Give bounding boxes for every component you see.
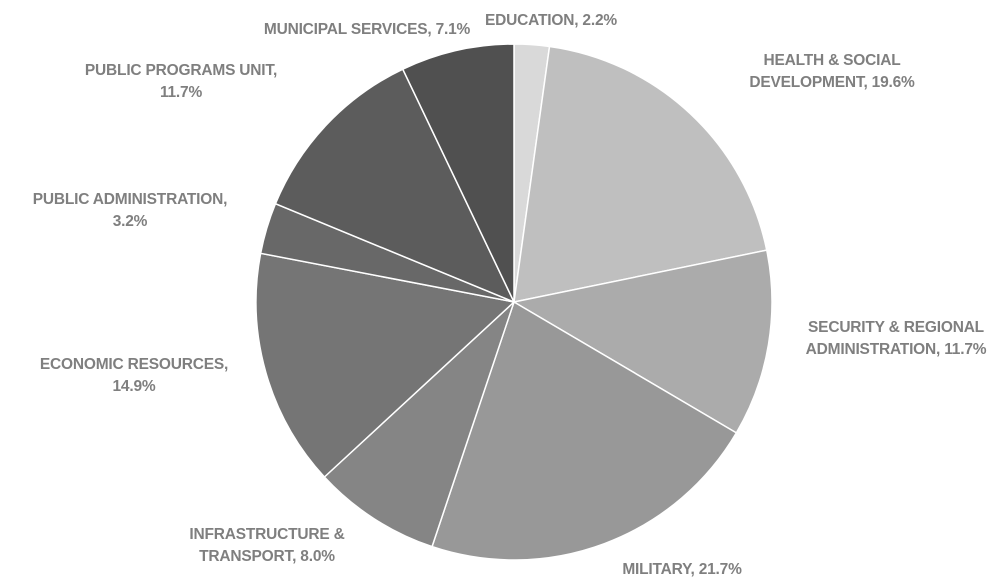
data-label-line: 11.7%	[160, 84, 203, 101]
pie-slice-economic-resources	[255, 252, 516, 479]
data-label-economic-resources: ECONOMIC RESOURCES, 14.9%	[40, 356, 228, 395]
data-label-line: INFRASTRUCTURE &	[189, 526, 344, 543]
pie-slice-military	[431, 300, 738, 561]
data-label-infrastructure-transport: INFRASTRUCTURE & TRANSPORT, 8.0%	[189, 526, 344, 565]
data-label-line: 14.9%	[113, 378, 156, 395]
pie-slice-public-programs-unit	[274, 68, 516, 304]
pie-slice-infrastructure-transport	[323, 301, 515, 548]
data-label-line: ECONOMIC RESOURCES,	[40, 356, 228, 373]
data-label-line: SECURITY & REGIONAL	[808, 319, 984, 336]
data-label-line: ADMINISTRATION, 11.7%	[806, 341, 987, 358]
pie-labels: EDUCATION, 2.2% HEALTH & SOCIAL DEVELOPMEN…	[33, 12, 987, 578]
pie-slices	[255, 43, 773, 561]
pie-slice-municipal-services	[401, 43, 515, 303]
pie-slice-security-regional-administration	[511, 249, 773, 434]
data-label-line: DEVELOPMENT, 19.6%	[749, 74, 915, 91]
data-label-line: MUNICIPAL SERVICES, 7.1%	[264, 21, 471, 38]
data-label-public-programs-unit: PUBLIC PROGRAMS UNIT, 11.7%	[85, 62, 277, 101]
data-label-public-administration: PUBLIC ADMINISTRATION, 3.2%	[33, 191, 228, 230]
data-label-line: 3.2%	[113, 213, 148, 230]
data-label-line: PUBLIC ADMINISTRATION,	[33, 191, 228, 208]
data-label-line: EDUCATION, 2.2%	[485, 12, 617, 29]
pie-slice-health-social-development	[513, 45, 768, 303]
data-label-health-social-development: HEALTH & SOCIAL DEVELOPMENT, 19.6%	[749, 52, 915, 91]
data-label-municipal-services: MUNICIPAL SERVICES, 7.1%	[264, 21, 471, 38]
data-label-education: EDUCATION, 2.2%	[485, 12, 617, 29]
data-label-line: PUBLIC PROGRAMS UNIT,	[85, 62, 277, 79]
data-label-line: MILITARY, 21.7%	[622, 561, 742, 578]
data-label-line: HEALTH & SOCIAL	[763, 52, 900, 69]
data-label-military: MILITARY, 21.7%	[622, 561, 742, 578]
data-label-line: TRANSPORT, 8.0%	[199, 548, 335, 565]
data-label-security-regional-administration: SECURITY & REGIONAL ADMINISTRATION, 11.7%	[806, 319, 987, 358]
